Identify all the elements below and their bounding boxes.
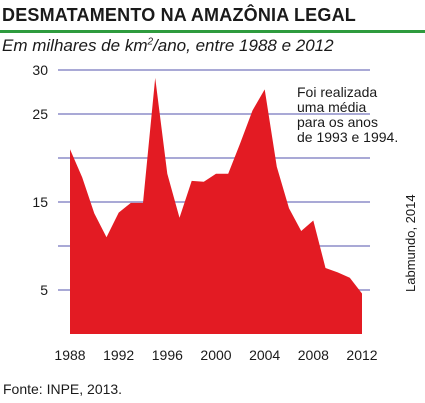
chart-annotation: Foi realizada uma média para os anos de … bbox=[297, 85, 417, 145]
annotation-line: uma média bbox=[297, 99, 367, 115]
chart-subtitle: Em milhares de km2/ano, entre 1988 e 201… bbox=[2, 36, 334, 56]
x-tick-label: 1996 bbox=[152, 347, 183, 363]
x-tick-label: 2008 bbox=[298, 347, 329, 363]
subtitle-text-end: /ano, entre 1988 e 2012 bbox=[153, 36, 334, 55]
x-axis: 1988 1992 1996 2000 2004 2008 2012 bbox=[54, 347, 377, 363]
annotation-line: de 1993 e 1994. bbox=[297, 129, 399, 145]
x-tick-label: 2012 bbox=[346, 347, 377, 363]
credit-note: Labmundo, 2014 bbox=[403, 194, 418, 292]
title-rule bbox=[0, 30, 425, 33]
x-tick-label: 1992 bbox=[103, 347, 134, 363]
x-tick-label: 1988 bbox=[54, 347, 85, 363]
area-fill bbox=[70, 77, 362, 335]
y-axis: 5 15 25 30 bbox=[32, 62, 48, 298]
source-note: Fonte: INPE, 2013. bbox=[3, 381, 123, 397]
chart-title: DESMATAMENTO NA AMAZÔNIA LEGAL bbox=[2, 5, 356, 25]
y-tick-label: 5 bbox=[40, 282, 48, 298]
area-series bbox=[70, 77, 362, 335]
x-tick-label: 2004 bbox=[249, 347, 280, 363]
x-tick-label: 2000 bbox=[200, 347, 231, 363]
subtitle-text: Em milhares de km bbox=[2, 36, 148, 55]
annotation-line: Foi realizada bbox=[297, 84, 378, 100]
y-tick-label: 25 bbox=[32, 106, 48, 122]
annotation-line: para os anos bbox=[297, 114, 378, 130]
subtitle-superscript: 2 bbox=[147, 36, 154, 48]
y-tick-label: 30 bbox=[32, 62, 48, 78]
y-tick-label: 15 bbox=[32, 194, 48, 210]
